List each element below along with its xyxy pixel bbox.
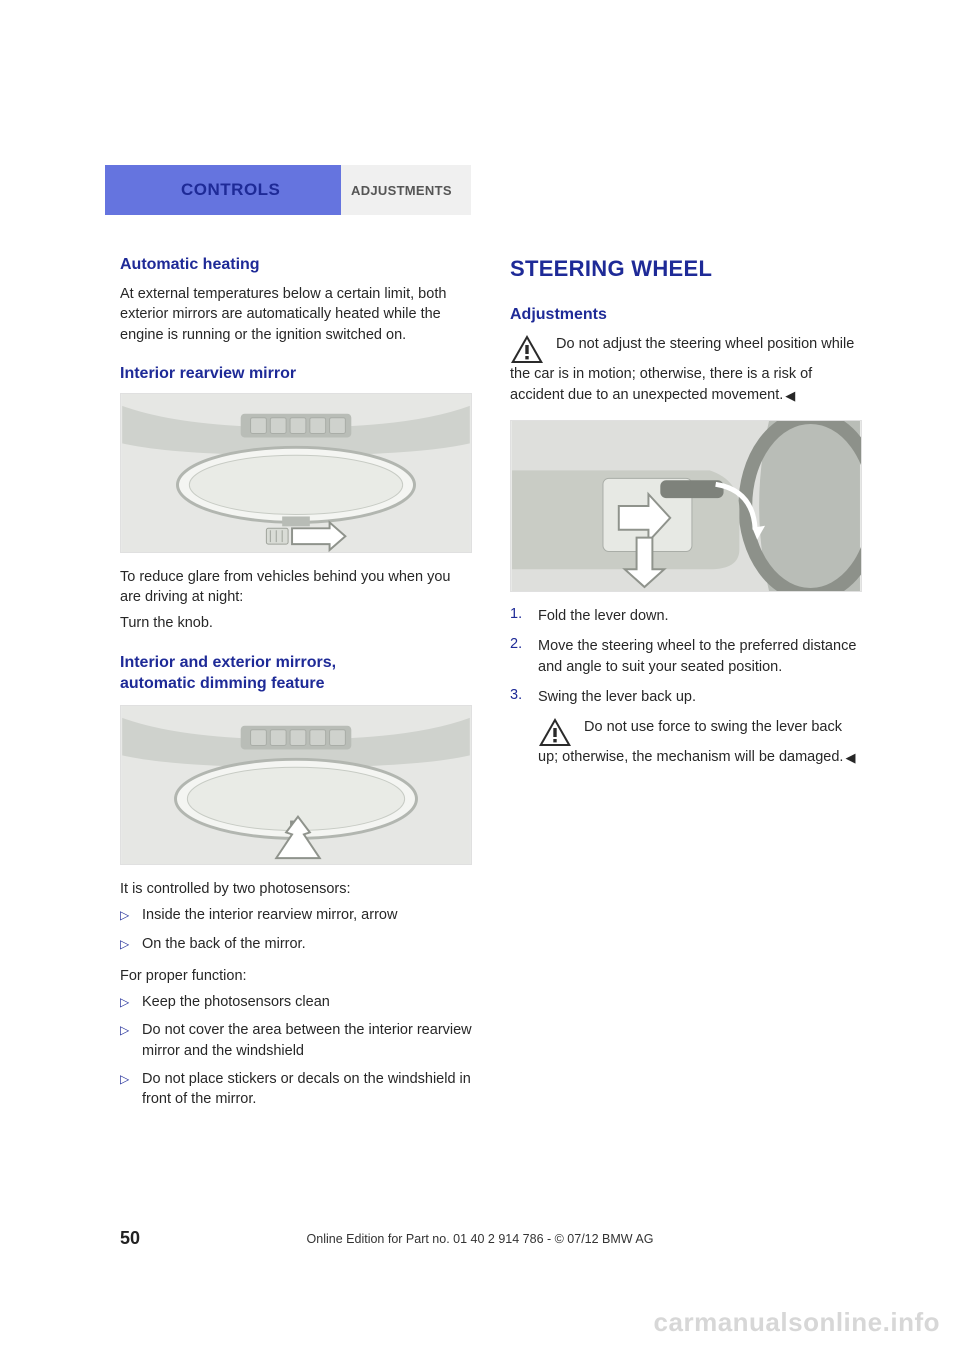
list-item-text: Inside the interior rearview mirror, arr… xyxy=(142,905,397,925)
tab-block: CONTROLS ADJUSTMENTS xyxy=(105,165,885,215)
heading-dimming-l1: Interior and exterior mirrors, xyxy=(120,654,336,671)
header-tabs: CONTROLS ADJUSTMENTS xyxy=(105,165,885,215)
heading-dimming-l2: automatic dimming feature xyxy=(120,675,324,692)
mirror-sensor-illustration xyxy=(121,706,471,864)
warning-icon xyxy=(538,717,572,747)
page: CONTROLS ADJUSTMENTS Automatic heating A… xyxy=(0,0,960,1358)
watermark: carmanualsonline.info xyxy=(654,1307,940,1338)
bullet-icon: ▷ xyxy=(120,992,132,1011)
heading-interior-mirror: Interior rearview mirror xyxy=(120,365,472,383)
warning-body: Do not use force to swing the lever back… xyxy=(538,719,843,765)
end-mark-icon: ◀ xyxy=(785,387,795,406)
tab-accent-bar xyxy=(105,165,119,215)
bullet-icon: ▷ xyxy=(120,934,132,953)
tab-controls-label: CONTROLS xyxy=(119,180,280,200)
para-glare-lead: To reduce glare from vehicles behind you… xyxy=(120,567,472,608)
bullet-icon: ▷ xyxy=(120,1069,132,1088)
step-number: 3. xyxy=(510,687,528,703)
figure-dimming-mirror xyxy=(120,705,472,865)
list-item: 3. Swing the lever back up. xyxy=(510,687,862,707)
list-item: ▷ Keep the photosensors clean xyxy=(120,992,472,1012)
list-item-text: Do not cover the area between the interi… xyxy=(142,1020,472,1061)
bullet-icon: ▷ xyxy=(120,905,132,924)
warning-text: Do not adjust the steering wheel positio… xyxy=(510,334,862,406)
list-item: 2. Move the steering wheel to the prefer… xyxy=(510,636,862,677)
tab-adjustments: ADJUSTMENTS xyxy=(341,165,471,215)
para-photo-lead: It is controlled by two photosensors: xyxy=(120,879,472,899)
bullet-icon: ▷ xyxy=(120,1020,132,1039)
figure-steering-lever xyxy=(510,420,862,592)
list-item-text: Keep the photosensors clean xyxy=(142,992,330,1012)
tab-adjustments-label: ADJUSTMENTS xyxy=(341,183,452,198)
tab-controls: CONTROLS xyxy=(119,165,341,215)
step-number: 1. xyxy=(510,606,528,622)
left-column: Automatic heating At external temperatur… xyxy=(120,256,472,1122)
para-proper-lead: For proper function: xyxy=(120,966,472,986)
step-text: Move the steering wheel to the preferred… xyxy=(538,636,862,677)
heading-dimming: Interior and exterior mirrors, automatic… xyxy=(120,652,472,695)
warning-body: Do not adjust the steering wheel positio… xyxy=(510,336,854,403)
list-item-text: Do not place stickers or decals on the w… xyxy=(142,1069,472,1110)
heading-steering-wheel: STEERING WHEEL xyxy=(510,256,862,282)
list-item: 1. Fold the lever down. xyxy=(510,606,862,626)
warning-block-nested: Do not use force to swing the lever back… xyxy=(538,717,862,768)
step-number: 2. xyxy=(510,636,528,652)
list-item: ▷ Do not place stickers or decals on the… xyxy=(120,1069,472,1110)
list-photosensors: ▷ Inside the interior rearview mirror, a… xyxy=(120,905,472,954)
steering-lever-illustration xyxy=(511,421,861,591)
content-columns: Automatic heating At external temperatur… xyxy=(120,256,860,1122)
right-column: STEERING WHEEL Adjustments Do not adjust… xyxy=(510,256,862,1122)
warning-icon xyxy=(510,334,544,364)
para-turn-knob: Turn the knob. xyxy=(120,613,472,633)
step-text: Swing the lever back up. xyxy=(538,687,696,707)
steps-list: 1. Fold the lever down. 2. Move the stee… xyxy=(510,606,862,707)
end-mark-icon: ◀ xyxy=(845,749,855,768)
list-proper-function: ▷ Keep the photosensors clean ▷ Do not c… xyxy=(120,992,472,1109)
list-item: ▷ Do not cover the area between the inte… xyxy=(120,1020,472,1061)
footer-line: Online Edition for Part no. 01 40 2 914 … xyxy=(0,1232,960,1246)
list-item-text: On the back of the mirror. xyxy=(142,934,306,954)
figure-interior-mirror xyxy=(120,393,472,553)
heading-automatic-heating: Automatic heating xyxy=(120,256,472,274)
mirror-knob-illustration xyxy=(121,394,471,552)
warning-text: Do not use force to swing the lever back… xyxy=(538,717,862,768)
para-autoheat: At external temperatures below a certain… xyxy=(120,284,472,345)
list-item: ▷ Inside the interior rearview mirror, a… xyxy=(120,905,472,925)
step-text: Fold the lever down. xyxy=(538,606,669,626)
list-item: ▷ On the back of the mirror. xyxy=(120,934,472,954)
heading-adjustments: Adjustments xyxy=(510,306,862,324)
warning-block: Do not adjust the steering wheel positio… xyxy=(510,334,862,406)
